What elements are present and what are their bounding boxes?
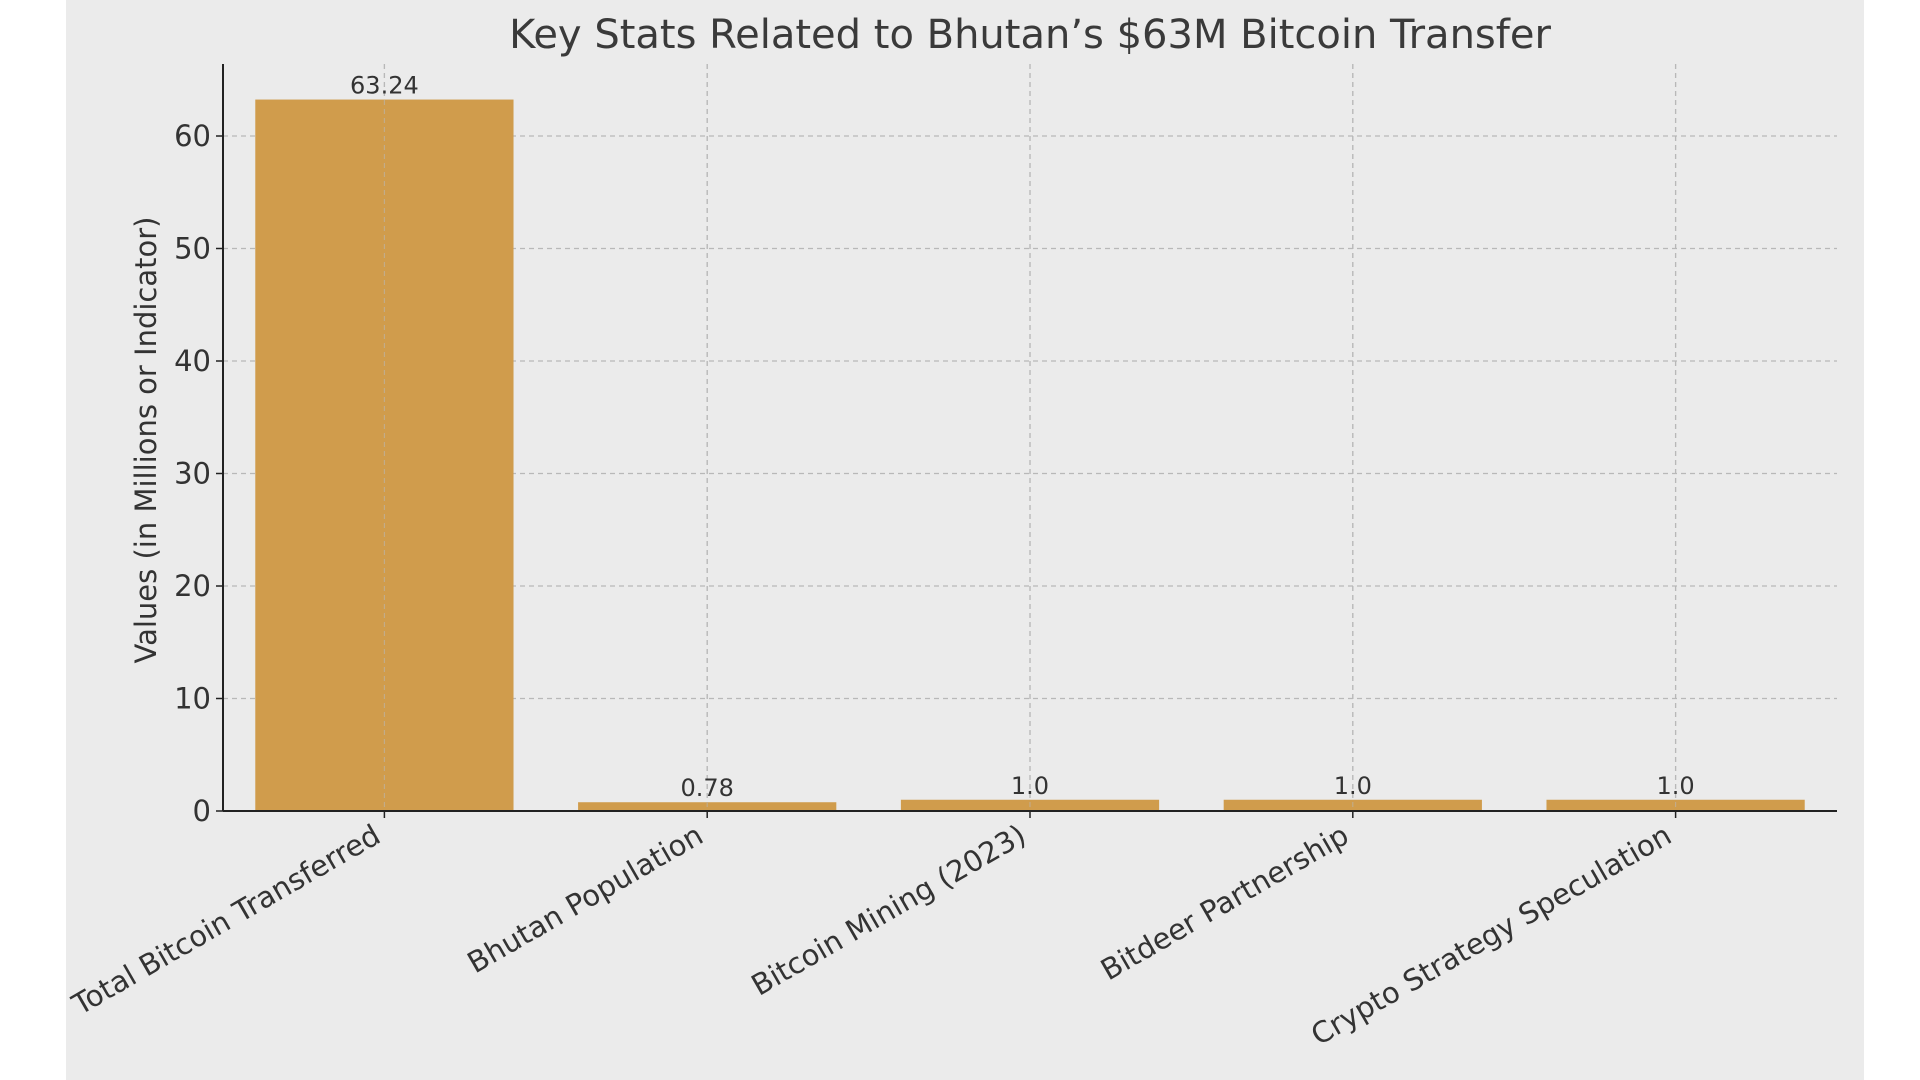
data-label: 0.78 — [680, 774, 733, 802]
y-tick-label: 10 — [174, 682, 211, 716]
data-label: 1.0 — [1334, 772, 1372, 800]
axes — [216, 64, 1837, 818]
bars — [255, 64, 1805, 812]
chart-title: Key Stats Related to Bhutan’s $63M Bitco… — [509, 12, 1551, 58]
y-tick-label: 50 — [174, 232, 211, 266]
y-axis-label: Values (in Millions or Indicator) — [129, 217, 163, 664]
y-tick-label: 0 — [193, 794, 211, 828]
y-tick-label: 40 — [174, 344, 211, 378]
data-label: 63.24 — [350, 72, 419, 100]
y-tick-label: 20 — [174, 569, 211, 603]
data-label: 1.0 — [1657, 772, 1695, 800]
y-tick-label: 30 — [174, 457, 211, 491]
y-tick-label: 60 — [174, 119, 211, 153]
data-label: 1.0 — [1011, 772, 1049, 800]
